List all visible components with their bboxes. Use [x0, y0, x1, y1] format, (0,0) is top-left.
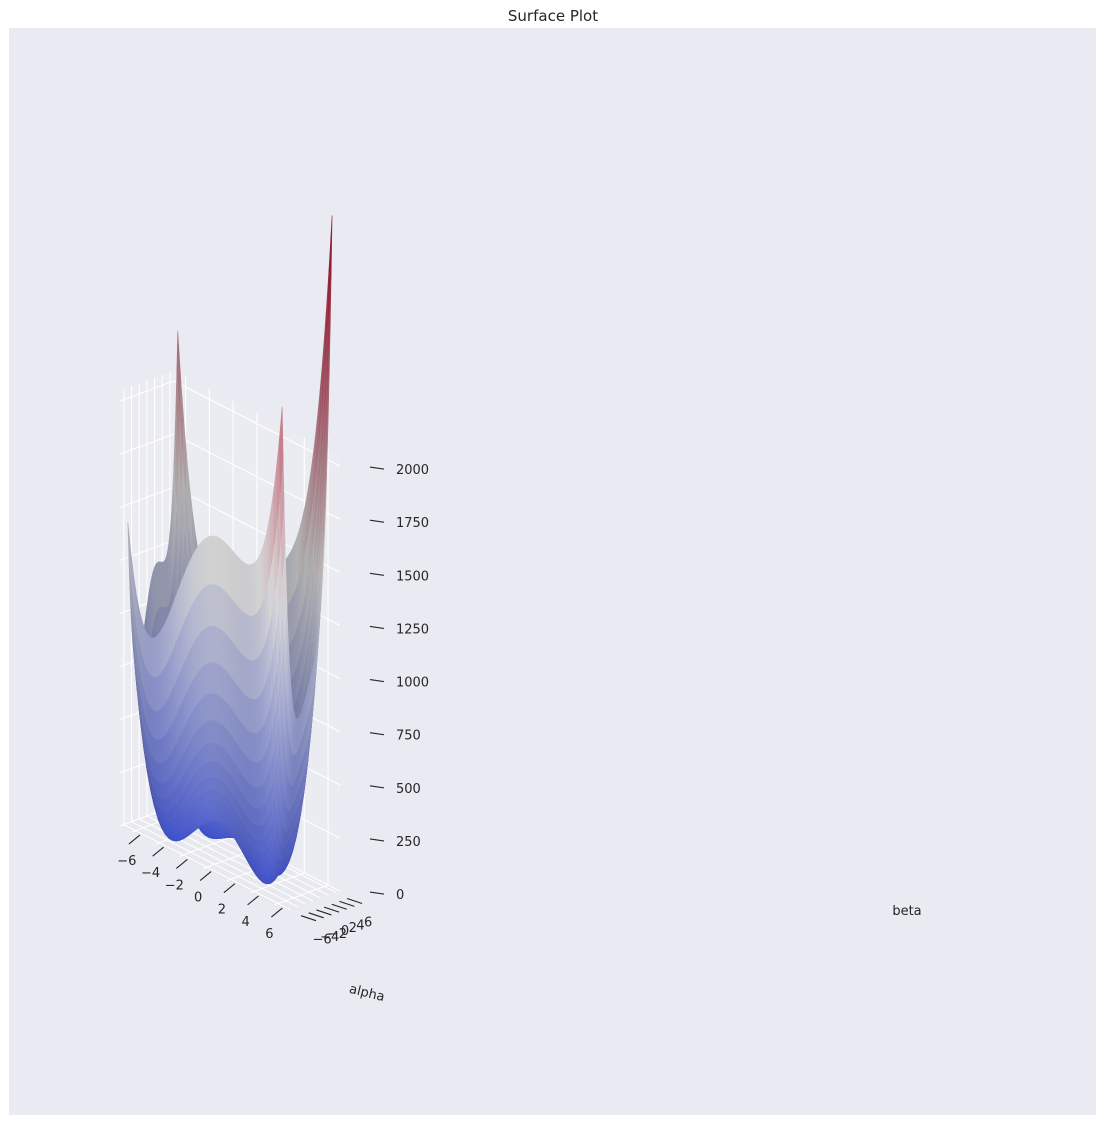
x-tick-label: 2: [218, 903, 226, 918]
y-tick-mark: [308, 912, 324, 919]
x-tick-mark: [199, 871, 212, 881]
x-tick-mark: [223, 883, 236, 894]
y-tick-label: −2: [328, 927, 347, 942]
floor-gridline-beta: [123, 824, 291, 911]
z-tick-label: 0: [396, 888, 404, 903]
y-tick-label: 0: [341, 924, 349, 939]
z-tick-label: 1000: [396, 676, 429, 691]
y-tick-label: −4: [320, 930, 339, 945]
z-tick-mark: [369, 466, 385, 470]
x-tick-mark: [128, 834, 141, 845]
z-tick-mark: [369, 519, 385, 523]
x-tick-mark: [247, 895, 259, 906]
z-tick-mark: [369, 625, 385, 629]
x-tick-label: −2: [165, 878, 184, 893]
y-tick-mark: [346, 897, 363, 905]
x-tick-mark: [176, 858, 188, 869]
chart-title: Surface Plot: [508, 7, 598, 25]
z-tick-label: 750: [396, 729, 421, 744]
x-tick-label: 0: [194, 891, 202, 906]
x-tick-label: 4: [241, 915, 249, 930]
z-tick-mark: [369, 891, 385, 895]
z-tick-mark: [369, 572, 385, 576]
z-tick-label: 2000: [396, 463, 429, 478]
x-tick-label: −6: [117, 854, 136, 869]
y-tick-mark: [316, 909, 332, 916]
surface-facet: [278, 406, 284, 493]
y-tick-mark: [339, 900, 355, 907]
y-tick-label: 2: [349, 921, 357, 936]
x-tick-mark: [152, 846, 164, 857]
y-tick-label: 6: [364, 916, 372, 931]
x-tick-label: −4: [141, 866, 160, 881]
y-tick-mark: [331, 903, 347, 910]
z-tick-label: 1500: [396, 569, 429, 584]
z-tick-mark: [369, 785, 385, 789]
back-gridline-z: [173, 380, 341, 467]
z-tick-mark: [369, 679, 385, 683]
x-tick-label: 6: [265, 927, 273, 942]
y-tick-label: −6: [312, 933, 331, 948]
z-tick-label: 500: [396, 782, 421, 797]
x-tick-mark: [270, 907, 283, 918]
z-tick-mark: [369, 838, 385, 842]
z-tick-label: 250: [396, 835, 421, 850]
z-tick-mark: [369, 732, 385, 736]
y-tick-mark: [300, 915, 317, 922]
y-tick-label: 4: [356, 918, 364, 933]
y-tick-mark: [323, 906, 340, 913]
z-tick-label: 1750: [396, 516, 429, 531]
wall-gridline-z: [119, 380, 174, 402]
surface-mesh: [127, 215, 333, 885]
y-axis-title: beta: [892, 904, 921, 919]
floor-gridline-beta: [131, 821, 298, 908]
wall-gridline-z: [119, 486, 174, 508]
wall-gridline-z: [119, 433, 174, 455]
z-tick-label: 1250: [396, 622, 429, 637]
